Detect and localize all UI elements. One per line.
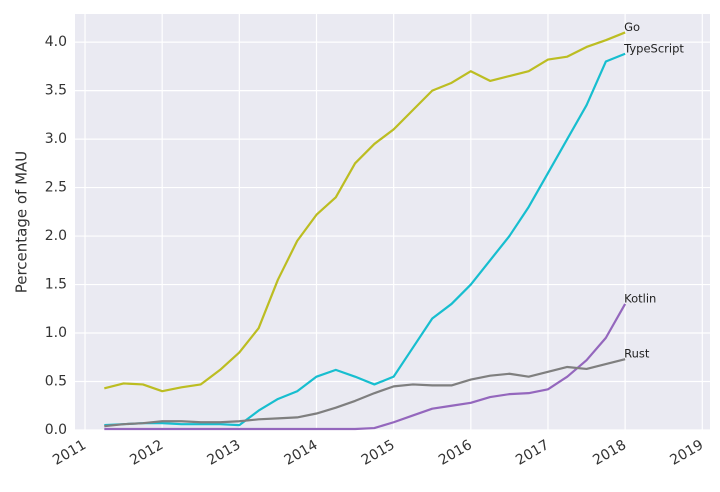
x-tick-label: 2011: [50, 437, 89, 469]
x-tick-label: 2019: [667, 437, 706, 469]
y-tick-label: 2.5: [45, 180, 67, 196]
series-label: Go: [624, 20, 640, 34]
line-series: [104, 303, 627, 431]
line-series: [104, 358, 626, 428]
y-axis-label: Percentage of MAU: [13, 151, 31, 294]
series-label: Rust: [624, 347, 650, 361]
y-tick-label: 0.0: [45, 422, 67, 438]
x-tick-label: 2015: [359, 437, 398, 469]
line-series: [104, 31, 626, 393]
y-tick-label: 1.0: [45, 325, 67, 341]
line-series: [104, 52, 626, 427]
series-label: TypeScript: [623, 41, 684, 55]
y-tick-label: 0.5: [45, 374, 67, 390]
y-tick-label: 3.5: [45, 83, 67, 99]
x-tick-label: 2017: [513, 437, 552, 469]
y-tick-label: 4.0: [45, 34, 67, 50]
y-tick-label: 1.5: [45, 277, 67, 293]
x-tick-label: 2013: [204, 437, 243, 469]
y-tick-label: 3.0: [45, 131, 67, 147]
plot-area: [75, 14, 710, 430]
x-tick-label: 2012: [127, 437, 166, 469]
x-tick-label: 2016: [436, 437, 475, 469]
series-label: Kotlin: [624, 291, 656, 305]
x-tick-label: 2014: [282, 437, 321, 469]
y-tick-label: 2.0: [45, 228, 67, 244]
x-tick-label: 2018: [590, 437, 629, 469]
